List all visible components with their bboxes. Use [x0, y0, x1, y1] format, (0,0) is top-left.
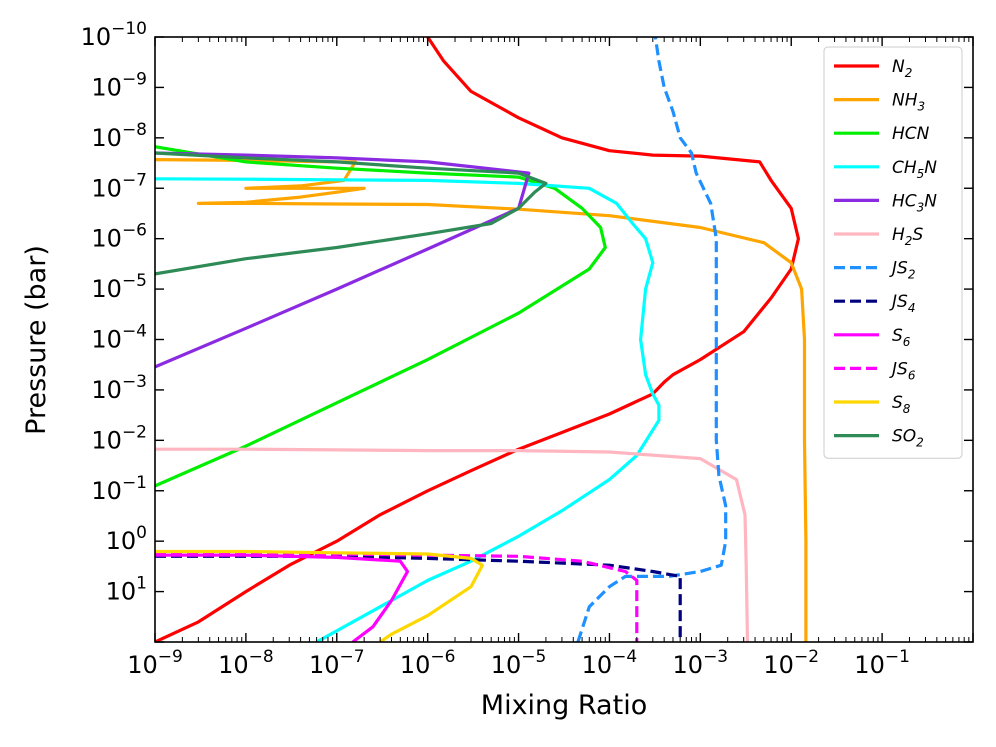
y-tick-label: 10−6	[91, 221, 147, 253]
legend-label-js4: JS4	[889, 292, 915, 315]
y-tick-label: 101	[106, 574, 147, 606]
y-tick-label: 10−2	[91, 422, 147, 454]
legend-box	[823, 46, 963, 459]
series-line-h2s	[155, 447, 750, 642]
y-tick-label: 10−1	[91, 473, 147, 505]
y-tick-label: 10−8	[91, 120, 147, 152]
x-tick-label: 10−9	[127, 647, 183, 679]
x-tick-labels: 10−9 10−8 10−7 10−6 10−5 10−4 10−3 10−2 10−1	[127, 647, 910, 679]
x-tick-label: 10−3	[673, 647, 729, 679]
y-tick-label: 10−7	[91, 170, 147, 202]
series-line-s8	[155, 549, 484, 642]
x-tick-label: 10−6	[400, 647, 456, 679]
x-tick-label: 10−8	[218, 647, 274, 679]
series-layer	[155, 37, 808, 642]
x-tick-label: 10−7	[309, 647, 365, 679]
legend-label-js6: JS6	[889, 359, 916, 382]
series-line-hc3n	[155, 151, 531, 369]
y-tick-label: 10−3	[91, 372, 147, 404]
legend-label-hc3n: HC3N	[892, 191, 937, 214]
x-axis-title: Mixing Ratio	[481, 690, 647, 721]
series-line-ch5n	[155, 177, 661, 642]
y-axis-title: Pressure (bar)	[21, 245, 52, 435]
legend-label-h2s: H2S	[892, 225, 923, 248]
legend-label-ch5n: CH5N	[892, 158, 937, 181]
x-tick-label: 10−5	[491, 647, 547, 679]
legend: N2 NH3 HCN CH5N HC3N H2S JS2 JS4 S6 JS6 S8 SO2	[823, 46, 963, 459]
legend-label-js2: JS2	[889, 259, 915, 282]
y-tick-label: 10−10	[81, 19, 147, 51]
legend-label-so2: SO2	[892, 427, 924, 450]
legend-label-s6: S6	[892, 326, 911, 349]
legend-label-n2: N2	[892, 57, 912, 80]
x-tick-label: 10−1	[854, 647, 910, 679]
x-tick-label: 10−4	[582, 647, 638, 679]
series-line-n2	[155, 37, 800, 642]
y-tick-label: 10−9	[91, 69, 147, 101]
y-tick-label: 100	[106, 523, 147, 555]
legend-label-nh3: NH3	[892, 91, 925, 114]
x-tick-label: 10−2	[763, 647, 819, 679]
series-line-js6	[155, 552, 639, 642]
series-line-so2	[155, 151, 548, 276]
plot-frame	[154, 36, 974, 643]
y-tick-labels: 10−10 10−9 10−8 10−7 10−6 10−5 10−4 10−3 10−2 10−…	[81, 19, 147, 606]
y-tick-label: 10−5	[91, 271, 147, 303]
legend-label-hcn: HCN	[892, 124, 930, 144]
y-tick-label: 10−4	[91, 322, 147, 354]
series-line-hcn	[155, 145, 607, 488]
legend-label-s8: S8	[892, 393, 911, 416]
